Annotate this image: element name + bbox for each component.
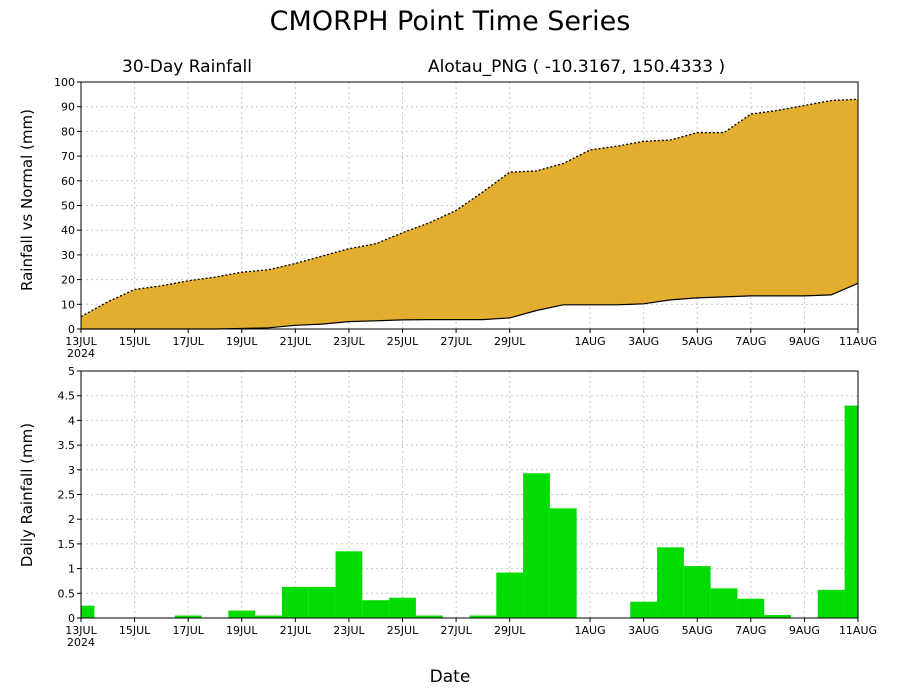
daily-rainfall-bar — [415, 615, 443, 618]
top-x-tick-label: 19JUL — [226, 335, 258, 348]
daily-rainfall-bar — [764, 615, 792, 618]
top-y-axis-label: Rainfall vs Normal (mm) — [18, 109, 36, 291]
bottom-x-tick-label: 15JUL — [119, 624, 151, 637]
bottom-y-tick-label: 3 — [68, 464, 75, 477]
top-x-tick-label: 3AUG — [628, 335, 659, 348]
bottom-x-tick-label: 17JUL — [172, 624, 204, 637]
top-x-tick-label: 25JUL — [387, 335, 419, 348]
daily-rainfall-bar — [630, 601, 658, 618]
location-label: Alotau_PNG ( -10.3167, 150.4333 ) — [428, 57, 725, 77]
bottom-x-tick-label: 27JUL — [440, 624, 472, 637]
daily-rainfall-bar — [469, 615, 497, 618]
daily-rainfall-bar — [683, 566, 711, 618]
top-x-tick-label: 9AUG — [789, 335, 820, 348]
top-x-tick-label: 21JUL — [280, 335, 312, 348]
top-y-tick-label: 0 — [68, 323, 75, 336]
daily-rainfall-bar — [657, 547, 684, 618]
bottom-x-tick-label: 21JUL — [280, 624, 312, 637]
daily-rainfall-bar — [389, 597, 416, 618]
bottom-y-tick-label: 1 — [68, 563, 75, 576]
bottom-y-tick-label: 1.5 — [58, 538, 76, 551]
bottom-y-tick-label: 4.5 — [58, 390, 76, 403]
bottom-y-tick-label: 0.5 — [58, 587, 76, 600]
top-y-tick-label: 80 — [61, 125, 75, 138]
top-x-year-label: 2024 — [67, 347, 95, 360]
top-y-tick-label: 20 — [61, 274, 75, 287]
top-y-tick-label: 90 — [61, 101, 75, 114]
daily-rainfall-bar — [335, 551, 363, 618]
accumulated-rainfall-line — [80, 98, 859, 318]
daily-rainfall-bar — [255, 615, 282, 618]
top-y-tick-label: 40 — [61, 224, 75, 237]
daily-rainfall-bar — [844, 405, 858, 618]
top-x-tick-label: 7AUG — [735, 335, 766, 348]
bottom-x-tick-label: 11AUG — [839, 624, 877, 637]
bottom-x-tick-label: 7AUG — [735, 624, 766, 637]
top-y-tick-label: 10 — [61, 298, 75, 311]
bottom-y-tick-label: 2.5 — [58, 489, 76, 502]
accumulated-minus-normal-area — [81, 99, 858, 329]
daily-rainfall-bar — [228, 610, 256, 618]
daily-rainfall-bar — [81, 605, 95, 618]
daily-rainfall-bar — [549, 508, 577, 618]
bottom-x-tick-label: 29JUL — [494, 624, 526, 637]
bottom-x-tick-label: 23JUL — [333, 624, 365, 637]
bottom-x-tick-label: 19JUL — [226, 624, 258, 637]
bottom-x-tick-label: 3AUG — [628, 624, 659, 637]
top-x-tick-label: 29JUL — [494, 335, 526, 348]
top-x-tick-label: 27JUL — [440, 335, 472, 348]
accumulated-rainfall-panel: 0 10 20 30 40 50 60 70 80 90 100 13JUL 15JUL 17JUL 19J… — [54, 76, 877, 360]
bottom-x-year-label: 2024 — [67, 636, 95, 649]
chart-title: CMORPH Point Time Series — [270, 6, 631, 37]
daily-rainfall-bar — [281, 586, 309, 618]
daily-rainfall-panel: 0 0.5 1 1.5 2 2.5 3 3.5 4 4.5 5 13JUL 15JUL 17JUL 19JU… — [58, 365, 878, 649]
daily-rainfall-bar — [362, 600, 390, 618]
top-y-tick-label: 50 — [61, 200, 75, 213]
top-x-tick-label: 15JUL — [119, 335, 151, 348]
top-x-tick-label: 17JUL — [172, 335, 204, 348]
top-x-tick-label: 5AUG — [682, 335, 713, 348]
bottom-y-tick-label: 2 — [68, 513, 75, 526]
top-x-tick-label: 23JUL — [333, 335, 365, 348]
x-axis-label: Date — [430, 667, 471, 687]
bottom-x-tick-label: 25JUL — [387, 624, 419, 637]
bottom-x-tick-label: 13JUL — [65, 624, 97, 637]
daily-rainfall-bar — [817, 589, 845, 618]
bottom-y-tick-label: 3.5 — [58, 439, 76, 452]
top-y-tick-label: 100 — [54, 76, 75, 89]
top-x-tick-label: 11AUG — [839, 335, 877, 348]
bottom-y-tick-label: 5 — [68, 365, 75, 378]
daily-rainfall-bar — [496, 572, 524, 618]
top-x-tick-label: 13JUL — [65, 335, 97, 348]
top-y-tick-label: 70 — [61, 150, 75, 163]
daily-rainfall-bar — [710, 588, 738, 618]
daily-rainfall-bar — [737, 598, 765, 618]
bottom-y-tick-label: 4 — [68, 414, 75, 427]
daily-rainfall-bar — [308, 586, 336, 618]
top-y-tick-label: 60 — [61, 175, 75, 188]
daily-rainfall-bar — [174, 615, 202, 618]
bottom-x-tick-label: 5AUG — [682, 624, 713, 637]
daily-rainfall-bar — [523, 473, 550, 618]
top-x-tick-label: 1AUG — [575, 335, 606, 348]
bottom-x-tick-label: 9AUG — [789, 624, 820, 637]
panel-label: 30-Day Rainfall — [122, 57, 252, 77]
bottom-y-tick-label: 0 — [68, 612, 75, 625]
bottom-y-axis-label: Daily Rainfall (mm) — [18, 423, 36, 567]
top-y-tick-label: 30 — [61, 249, 75, 262]
bottom-x-tick-label: 1AUG — [575, 624, 606, 637]
